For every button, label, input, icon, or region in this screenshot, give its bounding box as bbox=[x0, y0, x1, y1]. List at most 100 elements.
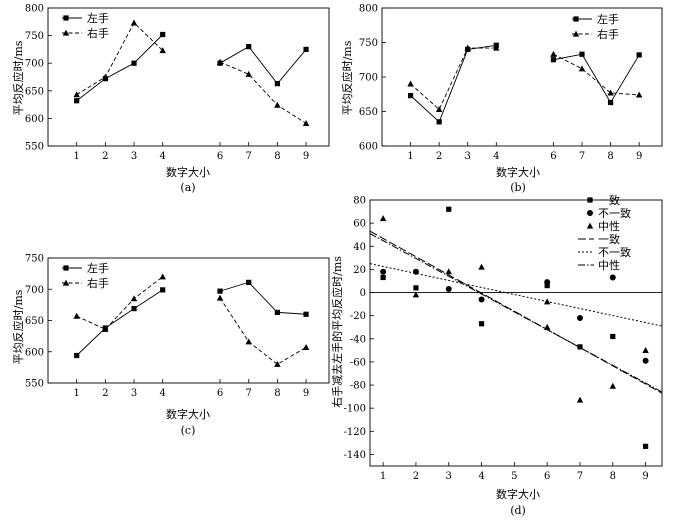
x-tick-label: 8 bbox=[274, 388, 280, 399]
x-tick-label: 2 bbox=[102, 151, 108, 162]
legend-label: 中性 bbox=[598, 219, 620, 233]
x-tick-label: 1 bbox=[73, 388, 79, 399]
series-right-hand bbox=[73, 273, 310, 367]
x-tick-label: 6 bbox=[217, 151, 223, 162]
panel-c-caption: (c) bbox=[181, 424, 196, 437]
y-tick-label: 750 bbox=[359, 38, 378, 49]
legend-label: 不一致 bbox=[598, 206, 631, 220]
data-point bbox=[302, 343, 310, 350]
y-tick-label: 600 bbox=[25, 347, 44, 358]
y-tick-label: 600 bbox=[25, 114, 44, 125]
data-point bbox=[413, 285, 419, 291]
legend-marker bbox=[63, 265, 69, 271]
data-point bbox=[159, 273, 166, 280]
legend-marker bbox=[572, 30, 580, 37]
data-point bbox=[436, 119, 442, 125]
series-line bbox=[553, 53, 640, 96]
y-tick-label: 550 bbox=[25, 379, 44, 390]
fit-line bbox=[369, 233, 663, 393]
data-point bbox=[245, 70, 252, 77]
x-tick-label: 8 bbox=[274, 151, 280, 162]
y-tick-label: 750 bbox=[25, 31, 44, 42]
data-point bbox=[160, 31, 166, 38]
x-tick-label: 8 bbox=[610, 471, 616, 482]
x-tick-label: 7 bbox=[246, 388, 252, 399]
data-point bbox=[412, 291, 420, 298]
series-line bbox=[553, 53, 640, 104]
legend-marker bbox=[62, 29, 70, 36]
panel-c: (c) 数字大小 平均反应时/ms 550 600 650 700 750 1 2 3 4 6 7 8… bbox=[11, 254, 330, 437]
legend-label: 右手 bbox=[87, 276, 109, 290]
x-tick-label: 6 bbox=[544, 471, 550, 482]
data-point bbox=[74, 98, 80, 104]
plot-frame bbox=[381, 7, 663, 147]
legend-marker bbox=[587, 197, 593, 203]
data-point bbox=[274, 360, 281, 367]
y-tick-label: -100 bbox=[344, 404, 366, 415]
y-tick-label: 800 bbox=[25, 4, 44, 15]
data-point bbox=[303, 311, 309, 317]
series-line bbox=[76, 34, 164, 102]
x-tick-label: 2 bbox=[413, 471, 419, 482]
data-point bbox=[610, 333, 616, 340]
data-point bbox=[636, 52, 642, 58]
x-tick-label: 7 bbox=[579, 151, 585, 162]
legend-marker bbox=[62, 279, 70, 286]
data-point bbox=[478, 263, 485, 270]
data-point bbox=[216, 58, 224, 65]
legend-marker bbox=[586, 222, 594, 229]
fit-line bbox=[369, 230, 663, 394]
data-point bbox=[544, 279, 551, 286]
data-point bbox=[216, 294, 224, 301]
panel-b-y-axis-label: 平均反应时/ms bbox=[340, 40, 354, 115]
data-point bbox=[464, 44, 471, 51]
x-tick-label: 3 bbox=[465, 151, 471, 162]
data-point bbox=[493, 44, 500, 51]
y-tick-label: -120 bbox=[344, 427, 366, 438]
x-tick-label: 3 bbox=[131, 151, 137, 162]
data-point bbox=[131, 60, 137, 66]
series-right-hand bbox=[407, 44, 643, 113]
x-tick-label: 7 bbox=[246, 151, 252, 162]
legend-label: 右手 bbox=[87, 26, 109, 40]
y-tick-label: -80 bbox=[350, 381, 366, 392]
x-tick-label: 9 bbox=[636, 151, 642, 162]
data-point bbox=[446, 206, 452, 212]
panel-c-x-axis-label: 数字大小 bbox=[166, 407, 210, 421]
data-point bbox=[550, 50, 557, 57]
series-line bbox=[410, 44, 497, 123]
x-tick-label: 1 bbox=[73, 151, 79, 162]
data-point bbox=[160, 287, 166, 293]
y-tick-label: 80 bbox=[353, 196, 366, 207]
data-point bbox=[642, 357, 649, 364]
data-point bbox=[435, 106, 443, 113]
y-tick-label: 40 bbox=[353, 242, 366, 253]
data-point bbox=[102, 325, 109, 332]
data-point bbox=[217, 288, 223, 294]
plot-frame bbox=[369, 199, 663, 467]
y-tick-label: 750 bbox=[25, 254, 44, 265]
data-point bbox=[478, 296, 485, 303]
data-point bbox=[246, 44, 252, 50]
series-left-hand bbox=[74, 31, 309, 104]
x-tick-label: 1 bbox=[380, 471, 386, 482]
x-tick-label: 2 bbox=[436, 151, 442, 162]
x-tick-label: 9 bbox=[303, 151, 309, 162]
data-point bbox=[609, 382, 616, 389]
data-point bbox=[130, 295, 138, 302]
data-point bbox=[609, 274, 616, 281]
data-point bbox=[544, 282, 550, 289]
data-point bbox=[607, 99, 614, 106]
panel-a-caption: (a) bbox=[180, 181, 195, 194]
data-point bbox=[130, 19, 138, 26]
series-line bbox=[219, 61, 307, 124]
data-point bbox=[607, 89, 614, 96]
data-point bbox=[303, 46, 309, 52]
legend-marker bbox=[573, 16, 579, 22]
panel-a-y-axis-label: 平均反应时/ms bbox=[11, 40, 25, 115]
y-tick-label: 800 bbox=[359, 4, 378, 15]
plot-frame bbox=[47, 7, 330, 147]
y-tick-label: 550 bbox=[25, 142, 44, 153]
data-point bbox=[642, 346, 649, 353]
x-tick-label: 3 bbox=[131, 388, 137, 399]
